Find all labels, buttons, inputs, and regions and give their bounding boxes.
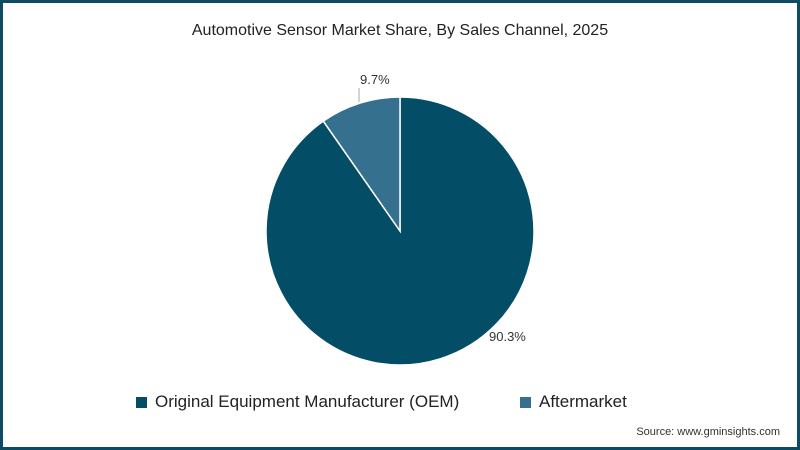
legend-item-aftermarket: Aftermarket <box>520 392 627 412</box>
oem-label: 90.3% <box>489 329 526 344</box>
legend-item-oem: Original Equipment Manufacturer (OEM) <box>136 392 459 412</box>
legend: Original Equipment Manufacturer (OEM) Af… <box>0 392 800 414</box>
legend-swatch-aftermarket <box>520 396 531 408</box>
legend-label-aftermarket: Aftermarket <box>539 392 627 411</box>
slice-aftermarket <box>322 96 401 234</box>
legend-label-oem: Original Equipment Manufacturer (OEM) <box>155 392 460 411</box>
legend-swatch-oem <box>136 396 147 408</box>
chart-title: Automotive Sensor Market Share, By Sales… <box>191 22 609 39</box>
source-note: Source: www.gminsights.com <box>636 426 780 438</box>
aftermarket-label: 9.7% <box>360 72 390 87</box>
